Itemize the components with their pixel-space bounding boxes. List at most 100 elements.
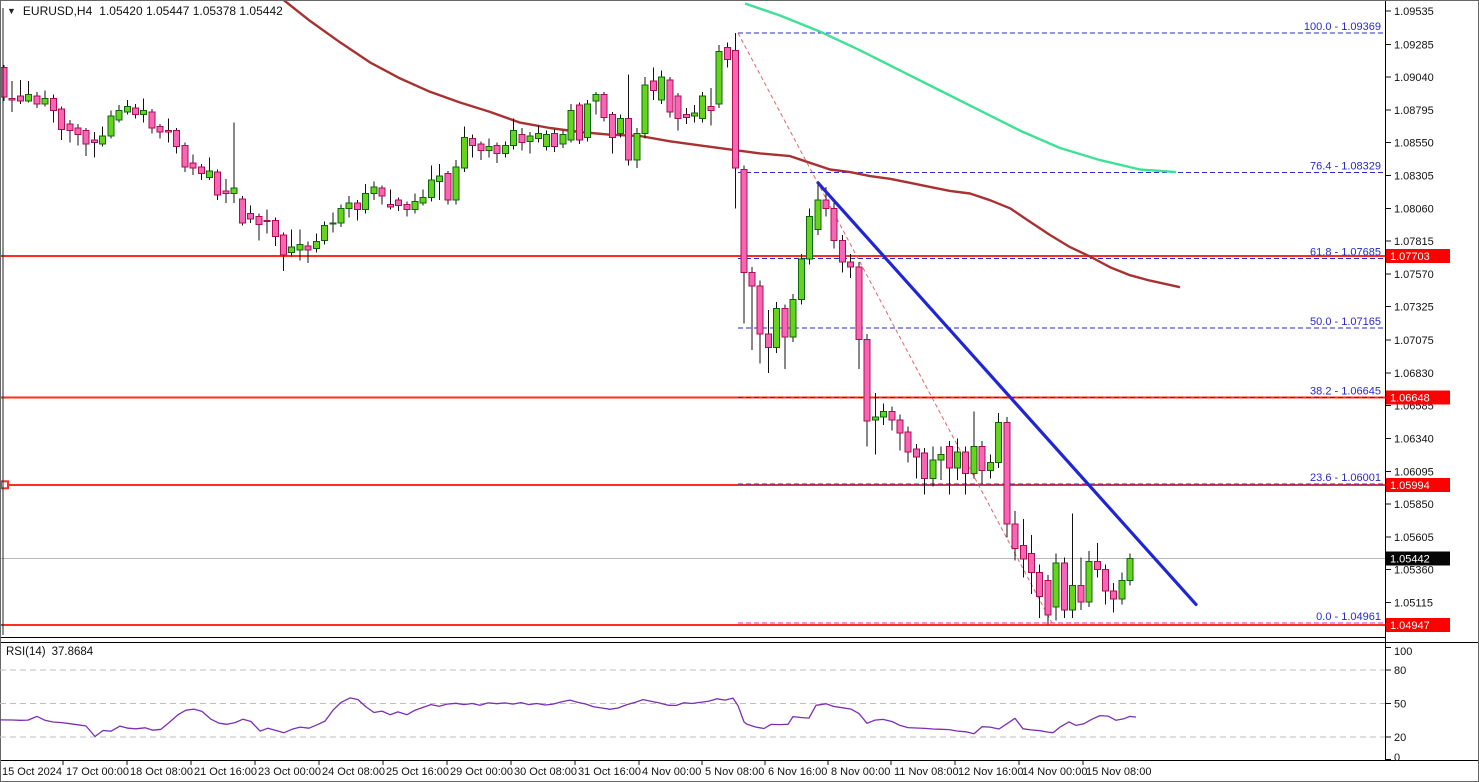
bear-candle: [847, 261, 855, 268]
bull-candle: [699, 95, 707, 120]
bear-candle: [58, 108, 66, 130]
bear-candle: [395, 199, 403, 207]
bull-candle: [288, 246, 296, 253]
time-axis[interactable]: 15 Oct 2024 17 Oct 00:00 18 Oct 08:00 21 Oc…: [0, 761, 1151, 778]
rsi-indicator-label: RSI(14) 37.8684: [6, 646, 93, 658]
bull-candle: [1069, 585, 1077, 611]
price-badge-text: 1.05442: [1390, 554, 1430, 566]
bear-candle: [575, 104, 583, 141]
bull-candle: [337, 207, 345, 224]
ma-fast-line[interactable]: [744, 2, 1177, 174]
rsi-pane[interactable]: 100 80 50 20 0: [0, 646, 1412, 764]
bull-candle: [526, 135, 534, 142]
bear-candle: [1019, 545, 1027, 560]
bull-candle: [460, 136, 468, 169]
bull-candle: [362, 193, 370, 211]
price-tick-label: 1.09535: [1394, 6, 1434, 18]
symbol-dropdown-icon[interactable]: ▼: [7, 6, 16, 16]
price-tick-label: 1.05360: [1394, 565, 1434, 577]
blue-trendline[interactable]: [816, 181, 1198, 607]
time-tick-label: 21 Oct 16:00: [194, 766, 257, 778]
bear-candle: [238, 198, 246, 224]
fib-retracement[interactable]: 100.0 - 1.09369 76.4 - 1.08329 61.8 - 1.07…: [738, 21, 1385, 624]
bear-candle: [353, 202, 361, 211]
bear-candle: [279, 234, 287, 256]
bull-candle: [427, 179, 435, 199]
bear-candle: [1060, 562, 1068, 611]
price-tick-label: 1.08795: [1394, 105, 1434, 117]
price-tick-label: 1.09285: [1394, 39, 1434, 51]
bear-candle: [181, 144, 189, 168]
ma-slow-line[interactable]: [282, 0, 1181, 289]
bear-candle: [822, 199, 830, 209]
bear-candle: [0, 67, 8, 98]
time-tick-label: 15 Nov 08:00: [1086, 766, 1151, 778]
bull-candle: [995, 421, 1003, 464]
rsi-tick-label: 50: [1394, 699, 1406, 711]
bear-candle: [255, 215, 263, 225]
chart-title-bar: ▼ EURUSD,H4 1.05420 1.05447 1.05378 1.05…: [7, 4, 283, 18]
candlestick-series: [0, 33, 1134, 625]
price-badge-text: 1.04947: [1390, 620, 1430, 632]
rsi-tick-label: 0: [1394, 752, 1400, 764]
bear-candle: [222, 190, 230, 195]
price-tick-label: 1.07815: [1394, 236, 1434, 248]
time-tick-label: 8 Nov 00:00: [831, 766, 890, 778]
bull-candle: [419, 197, 427, 204]
bull-candle: [230, 187, 238, 195]
bear-candle: [756, 285, 764, 335]
time-tick-label: 23 Oct 00:00: [258, 766, 321, 778]
bear-candle: [173, 130, 181, 148]
bear-candle: [148, 111, 156, 129]
bear-candle: [707, 106, 715, 112]
bear-candle: [674, 95, 682, 120]
bear-candle: [518, 134, 526, 144]
bull-candle: [1126, 558, 1134, 581]
bear-candle: [132, 107, 140, 116]
bear-candle: [1101, 569, 1109, 592]
bull-candle: [140, 110, 148, 116]
fib-diagonal[interactable]: [737, 32, 1053, 624]
time-tick-label: 15 Oct 2024: [2, 766, 62, 778]
bull-candle: [567, 110, 575, 141]
bull-candle: [806, 215, 814, 260]
bear-candle: [781, 308, 789, 338]
bear-candle: [740, 168, 748, 274]
bear-candle: [33, 95, 41, 105]
bull-candle: [543, 134, 551, 148]
bull-candle: [41, 98, 49, 105]
bull-candle: [641, 84, 649, 134]
bear-candle: [723, 47, 731, 61]
bull-candle: [107, 115, 115, 137]
time-tick-label: 11 Nov 08:00: [894, 766, 959, 778]
bull-candle: [633, 132, 641, 161]
bear-candle: [444, 172, 452, 201]
chart-ohlc-quotes: 1.05420 1.05447 1.05378 1.05442: [99, 4, 283, 18]
bull-candle: [617, 118, 624, 134]
time-tick-label: 24 Oct 08:00: [322, 766, 385, 778]
support-resistance-lines[interactable]: [0, 255, 1385, 626]
bull-candle: [789, 298, 797, 338]
bear-candle: [1028, 553, 1035, 573]
bear-candle: [764, 333, 772, 348]
bear-candle: [214, 171, 222, 196]
bear-candle: [378, 187, 386, 197]
hline-drag-handle[interactable]: [0, 480, 9, 490]
bear-candle: [863, 338, 871, 422]
price-tick-label: 1.06340: [1394, 433, 1434, 445]
fib-level-label: 61.8 - 1.07685: [1310, 246, 1381, 258]
bear-candle: [16, 95, 24, 102]
bear-candle: [1077, 585, 1085, 603]
price-tick-label: 1.05850: [1394, 499, 1434, 511]
bear-candle: [304, 245, 312, 251]
price-badge: [1386, 551, 1450, 566]
price-axis[interactable]: 1.09535 1.09285 1.09040 1.08795 1.08550 1.083…: [1385, 0, 1434, 760]
price-badge: [1386, 477, 1450, 492]
bull-candle: [436, 175, 444, 183]
bull-candle: [1052, 562, 1060, 608]
rsi-curve: [0, 697, 1137, 738]
price-badge: [1386, 617, 1450, 632]
price-tick-label: 1.07570: [1394, 269, 1434, 281]
price-tick-label: 1.08060: [1394, 203, 1434, 215]
